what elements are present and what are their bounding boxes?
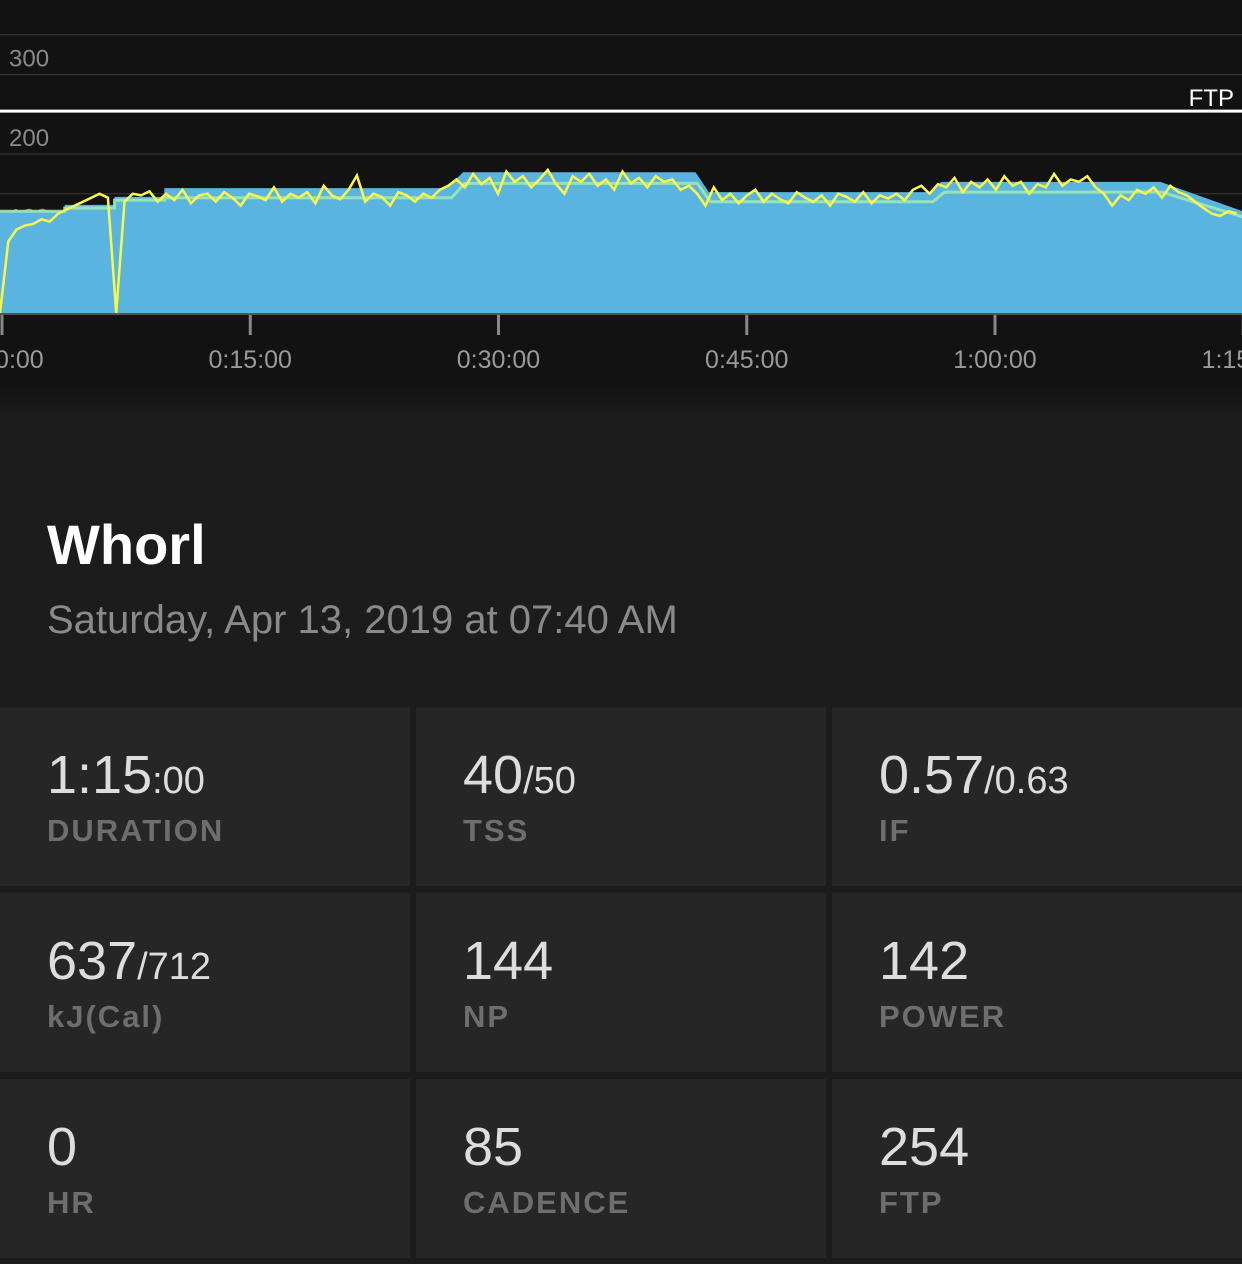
x-tick-label: 1:15:00 [1202,346,1242,374]
stat-label: kJ(Cal) [47,999,165,1034]
stats-grid: 1:15:00 DURATION 40/50 TSS 0.57/0.63 IF 637… [0,707,1242,1258]
power-chart-svg: 300200100FTP0:00:000:15:000:30:000:45:00… [0,34,1242,374]
x-tick-label: 0:30:00 [457,346,540,374]
stat-value: 0.57 [879,745,985,805]
x-tick-label: 0:45:00 [705,346,788,374]
target-power-area [0,172,1242,313]
stat-ftp: 254 FTP [832,1079,1242,1258]
smoothed-power-line [0,181,1242,219]
stat-duration: 1:15:00 DURATION [0,707,410,886]
stat-label: CADENCE [463,1185,631,1220]
stat-power: 142 POWER [832,893,1242,1072]
stat-label: HR [47,1185,96,1220]
stat-label: DURATION [47,813,225,848]
power-chart: 300200100FTP0:00:000:15:000:30:000:45:00… [0,0,1242,420]
stat-label: IF [879,813,911,848]
stat-label: NP [463,999,511,1034]
x-tick-label: 0:00:00 [0,346,44,374]
stat-secondary: /0.63 [984,760,1069,802]
x-tick-label: 0:15:00 [209,346,292,374]
stat-cadence: 85 CADENCE [416,1079,826,1258]
y-tick-label: 300 [9,46,49,73]
stat-value: 85 [463,1117,524,1177]
stat-tss: 40/50 TSS [416,707,826,886]
stat-energy: 637/712 kJ(Cal) [0,893,410,1072]
stat-value: 254 [879,1117,970,1177]
stat-secondary: /712 [137,946,212,988]
workout-date: Saturday, Apr 13, 2019 at 07:40 AM [47,598,678,642]
y-tick-label: 200 [9,125,49,152]
stat-secondary: /50 [523,760,576,802]
stat-label: POWER [879,999,1007,1034]
stat-label: FTP [879,1185,944,1220]
stat-value: 142 [879,931,970,991]
stat-value: 0 [47,1117,78,1177]
stat-np: 144 NP [416,893,826,1072]
ftp-label: FTP [1189,85,1234,112]
actual-power-line [0,167,1238,314]
stat-value: 40 [463,745,524,805]
stat-value: 144 [463,931,554,991]
stat-value: 637 [47,931,138,991]
stat-secondary: :00 [152,760,205,802]
stat-if: 0.57/0.63 IF [832,707,1242,886]
stat-hr: 0 HR [0,1079,410,1258]
x-tick-label: 1:00:00 [953,346,1036,374]
stat-label: TSS [463,813,530,848]
stat-value: 1:15 [47,745,153,805]
workout-title: Whorl [47,513,206,576]
